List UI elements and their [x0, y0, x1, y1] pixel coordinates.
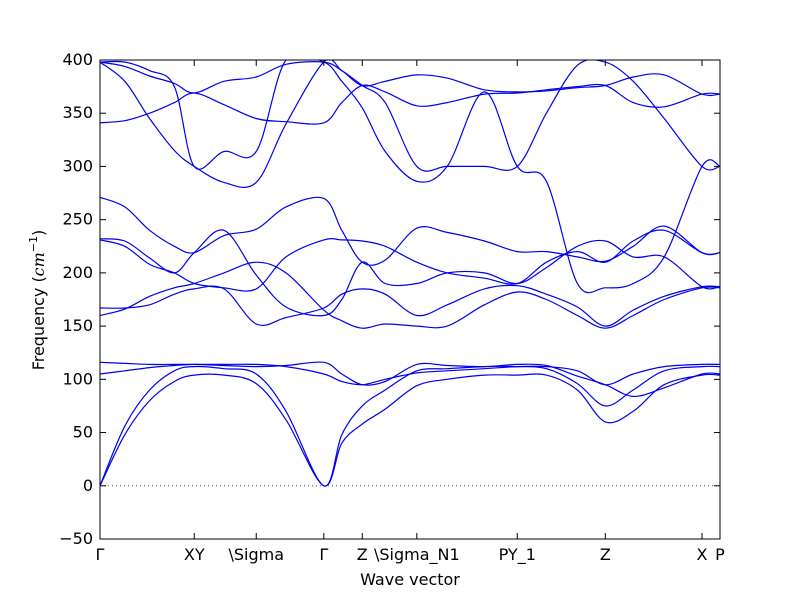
x-tick-label: Γ: [96, 545, 105, 564]
x-ticks: Γ XY \Sigma Γ Z \Sigma_N1 PY_1 Z X P: [96, 60, 725, 565]
x-tick-label: XY: [184, 545, 205, 564]
x-tick-label: X: [697, 545, 708, 564]
y-tick-label: 400: [62, 50, 93, 69]
band-line: [100, 284, 720, 327]
x-tick-label: P: [715, 545, 725, 564]
band-line: [100, 83, 720, 125]
x-tick-label: \Sigma_N1: [374, 545, 460, 565]
x-tick-label: Γ: [319, 545, 328, 564]
band-line: [100, 361, 720, 398]
y-tick-label: 300: [62, 156, 93, 175]
y-axis-label-close: ): [29, 230, 48, 236]
band-line: [100, 60, 720, 189]
band-line: [100, 365, 720, 487]
band-line: [100, 61, 720, 97]
y-tick-label: 0: [83, 476, 93, 495]
band-line: [100, 229, 720, 317]
y-tick-label: 50: [73, 423, 93, 442]
x-tick-label: Z: [357, 545, 368, 564]
y-tick-label: 250: [62, 210, 93, 229]
y-axis-label-exponent: −1: [27, 236, 40, 252]
y-tick-label: 200: [62, 263, 93, 282]
y-axis-label-math: cm: [29, 252, 48, 276]
x-axis-label: Wave vector: [360, 570, 460, 589]
band-line: [100, 60, 720, 294]
plot-frame: [99, 59, 721, 540]
band-line: [100, 373, 720, 487]
y-tick-label: 100: [62, 369, 93, 388]
y-tick-label: 150: [62, 316, 93, 335]
series-layer: [100, 60, 720, 487]
x-tick-label: \Sigma: [228, 545, 284, 564]
y-axis-label: Frequency (cm−1): [27, 230, 48, 371]
y-ticks: −50 0 50 100 150 200 250 300 350 400: [59, 50, 720, 548]
band-line: [100, 261, 720, 329]
y-tick-label: 350: [62, 103, 93, 122]
y-tick-label: −50: [59, 529, 93, 548]
plot-background: [100, 60, 720, 539]
y-axis-label-text: Frequency (: [29, 276, 48, 370]
band-line: [100, 196, 720, 266]
x-tick-label: Z: [600, 545, 611, 564]
x-tick-label: PY_1: [499, 545, 536, 565]
